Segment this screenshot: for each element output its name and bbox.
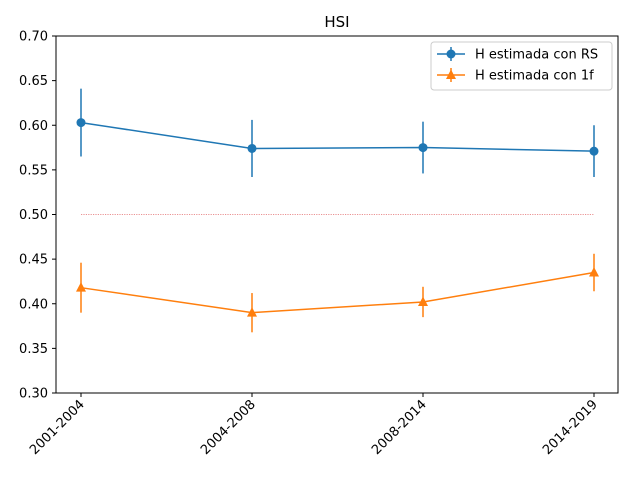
legend-label: H estimada con 1f bbox=[475, 69, 594, 84]
y-tick-label: 0.30 bbox=[19, 387, 48, 402]
legend-label: H estimada con RS bbox=[475, 48, 598, 63]
legend: H estimada con RS H estimada con 1f bbox=[430, 41, 613, 91]
data-point bbox=[418, 143, 428, 153]
y-tick-label: 0.50 bbox=[19, 208, 48, 223]
y-tick-label: 0.60 bbox=[19, 119, 48, 134]
y-tick-label: 0.40 bbox=[19, 297, 48, 312]
series-line bbox=[80, 121, 595, 152]
data-point bbox=[76, 118, 86, 128]
y-tick-label: 0.35 bbox=[19, 342, 48, 357]
x-tick-label: 2001-2004 bbox=[27, 397, 88, 458]
series-1 bbox=[76, 88, 599, 178]
y-tick-label: 0.55 bbox=[19, 163, 48, 178]
legend-marker bbox=[446, 69, 456, 79]
chart-title: HSI bbox=[324, 13, 349, 31]
x-tick-label: 2004-2008 bbox=[198, 397, 259, 458]
data-point bbox=[247, 143, 257, 153]
y-tick-label: 0.45 bbox=[19, 253, 48, 268]
legend-marker bbox=[446, 49, 456, 59]
series-2 bbox=[76, 253, 599, 333]
plot-area: 0.30 0.35 0.40 0.45 0.50 0.55 0.60 0.65 0.70 2001… bbox=[19, 30, 601, 458]
data-point bbox=[418, 296, 428, 306]
data-point bbox=[247, 307, 257, 317]
x-tick-label: 2008-2014 bbox=[369, 397, 430, 458]
legend-entry: H estimada con 1f bbox=[437, 68, 594, 84]
legend-entry: H estimada con RS bbox=[437, 47, 598, 63]
data-point bbox=[589, 267, 599, 277]
series-line bbox=[80, 271, 595, 314]
data-point bbox=[589, 146, 599, 156]
y-tick-label: 0.65 bbox=[19, 74, 48, 89]
legend-box bbox=[430, 41, 613, 91]
axes-frame bbox=[55, 35, 619, 394]
x-tick-label: 2014-2019 bbox=[540, 397, 601, 458]
y-tick-label: 0.70 bbox=[19, 30, 48, 45]
data-point bbox=[76, 282, 86, 292]
